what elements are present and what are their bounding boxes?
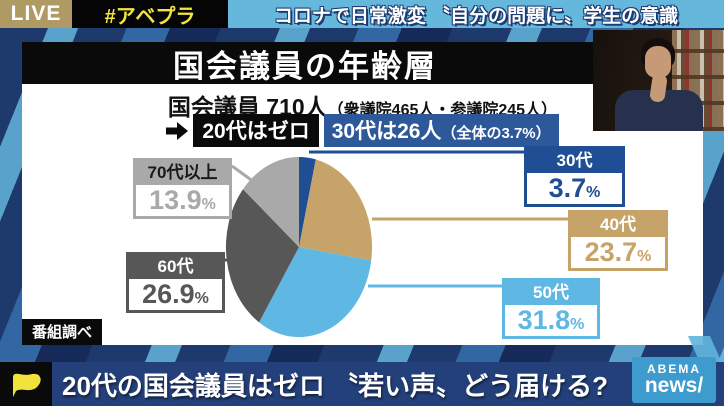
segment-label: 30代 xyxy=(527,149,622,173)
bottom-banner: 20代の国会議員はゼロ 〝若い声〟どう届ける? ABEMA news/ xyxy=(0,357,724,406)
segment-label: 60代 xyxy=(129,255,222,279)
pie-slice-60代 xyxy=(225,189,299,323)
segment-label: 50代 xyxy=(505,281,597,305)
thirties-count-detail: （全体の3.7%） xyxy=(441,125,551,142)
segment-label: 40代 xyxy=(571,213,665,237)
top-bar: LIVE #アベプラ コロナで日常激変 〝自分の問題に〟学生の意識 xyxy=(0,0,724,28)
thirties-count-main: 30代は26人 xyxy=(331,120,442,143)
segment-value: 26.9% xyxy=(129,279,222,310)
pie-slice-30代 xyxy=(299,156,316,247)
headline-ticker: コロナで日常激変 〝自分の問題に〟学生の意識 xyxy=(228,0,724,28)
pie-slice-50代 xyxy=(259,247,372,338)
callout-line-70代以上 xyxy=(231,164,255,184)
pie-label-40s: 40代 23.7% xyxy=(568,210,668,271)
thirties-count-box: 30代は26人（全体の3.7%） xyxy=(323,114,559,147)
source-note: 番組調べ xyxy=(22,319,103,345)
banner-headline: 20代の国会議員はゼロ 〝若い声〟どう届ける? xyxy=(62,370,609,401)
hashtag-label: #アベプラ xyxy=(72,0,228,28)
pie-label-60s: 60代 26.9% xyxy=(126,252,225,313)
commentator-face xyxy=(645,46,671,78)
segment-label: 70代以上 xyxy=(136,161,229,185)
abema-logo-line1: ABEMA xyxy=(647,362,701,376)
chart-title: 国会議員の年齢層 xyxy=(22,42,703,84)
abema-news-logo: ABEMA news/ xyxy=(632,357,716,403)
pie-chart xyxy=(225,150,568,338)
pie-label-30s: 30代 3.7% xyxy=(524,146,625,207)
pie-label-70s-plus: 70代以上 13.9% xyxy=(133,158,232,219)
highlight-line: 20代はゼロ 30代は26人（全体の3.7%） xyxy=(22,114,703,147)
pie-label-50s: 50代 31.8% xyxy=(502,278,600,339)
twenties-zero-box: 20代はゼロ xyxy=(193,114,319,147)
flag-box xyxy=(0,362,52,406)
pie-slice-70代以上 xyxy=(243,156,299,247)
webcam-video xyxy=(593,30,724,131)
segment-value: 31.8% xyxy=(505,305,597,336)
segment-value: 23.7% xyxy=(571,237,665,268)
yellow-flag-icon xyxy=(13,373,41,397)
abema-logo-line2: news/ xyxy=(644,374,704,397)
right-arrow-icon xyxy=(166,121,189,140)
live-badge: LIVE xyxy=(0,0,72,28)
segment-value: 13.9% xyxy=(136,185,229,216)
segment-value: 3.7% xyxy=(527,173,622,204)
chart-panel: 国会議員の年齢層 国会議員 710人（衆議院465人・参議院245人） 20代は… xyxy=(22,42,703,345)
pie-slice-40代 xyxy=(299,159,373,261)
